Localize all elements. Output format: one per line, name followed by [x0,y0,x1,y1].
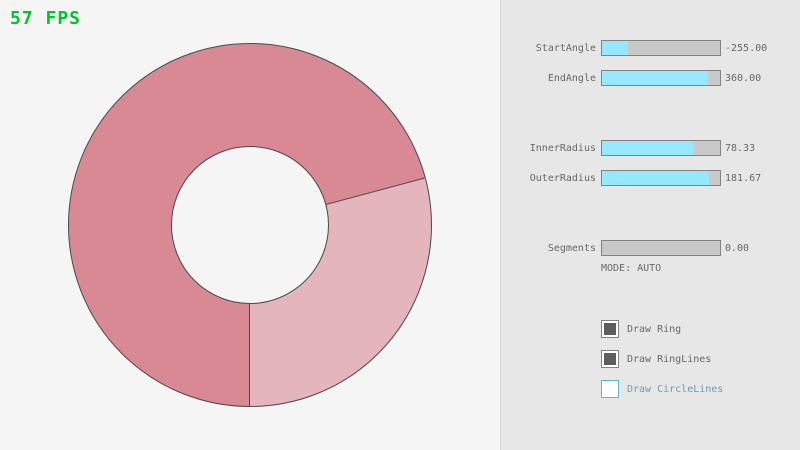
outerradius-label: OuterRadius [529,173,596,184]
innerradius-value: 78.33 [725,143,756,154]
innerradius-label: InnerRadius [529,143,596,154]
draw-ringlines-label: Draw RingLines [627,354,712,365]
slider-row-segments: Segments 0.00 [501,240,800,256]
slider-fill [602,171,710,185]
startangle-label: StartAngle [535,43,596,54]
innerradius-slider[interactable] [601,140,721,156]
draw-circlelines-checkbox[interactable] [601,380,619,398]
startangle-slider[interactable] [601,40,721,56]
slider-row-innerradius: InnerRadius 78.33 [501,140,800,156]
ring-inner-hole [171,146,329,304]
draw-circlelines-label: Draw CircleLines [627,384,724,395]
endangle-value: 360.00 [725,73,762,84]
slider-fill [602,141,695,155]
slider-fill [602,71,709,85]
draw-ringlines-checkbox[interactable] [601,350,619,368]
draw-ring-checkbox[interactable] [601,320,619,338]
outerradius-slider[interactable] [601,170,721,186]
slider-row-startangle: StartAngle -255.00 [501,40,800,56]
segments-value: 0.00 [725,243,750,254]
control-panel: StartAngle -255.00 EndAngle 360.00 Inner… [500,0,800,450]
draw-ring-label: Draw Ring [627,324,682,335]
ring-edge-line-bottom [249,225,250,406]
slider-row-endangle: EndAngle 360.00 [501,70,800,86]
mode-label: MODE: AUTO [601,263,662,274]
slider-row-outerradius: OuterRadius 181.67 [501,170,800,186]
endangle-label: EndAngle [547,73,596,84]
segments-slider[interactable] [601,240,721,256]
endangle-slider[interactable] [601,70,721,86]
startangle-value: -255.00 [725,43,768,54]
fps-counter: 57 FPS [10,8,82,29]
slider-fill [602,41,628,55]
segments-label: Segments [547,243,596,254]
outerradius-value: 181.67 [725,173,762,184]
ring-canvas [68,43,432,407]
